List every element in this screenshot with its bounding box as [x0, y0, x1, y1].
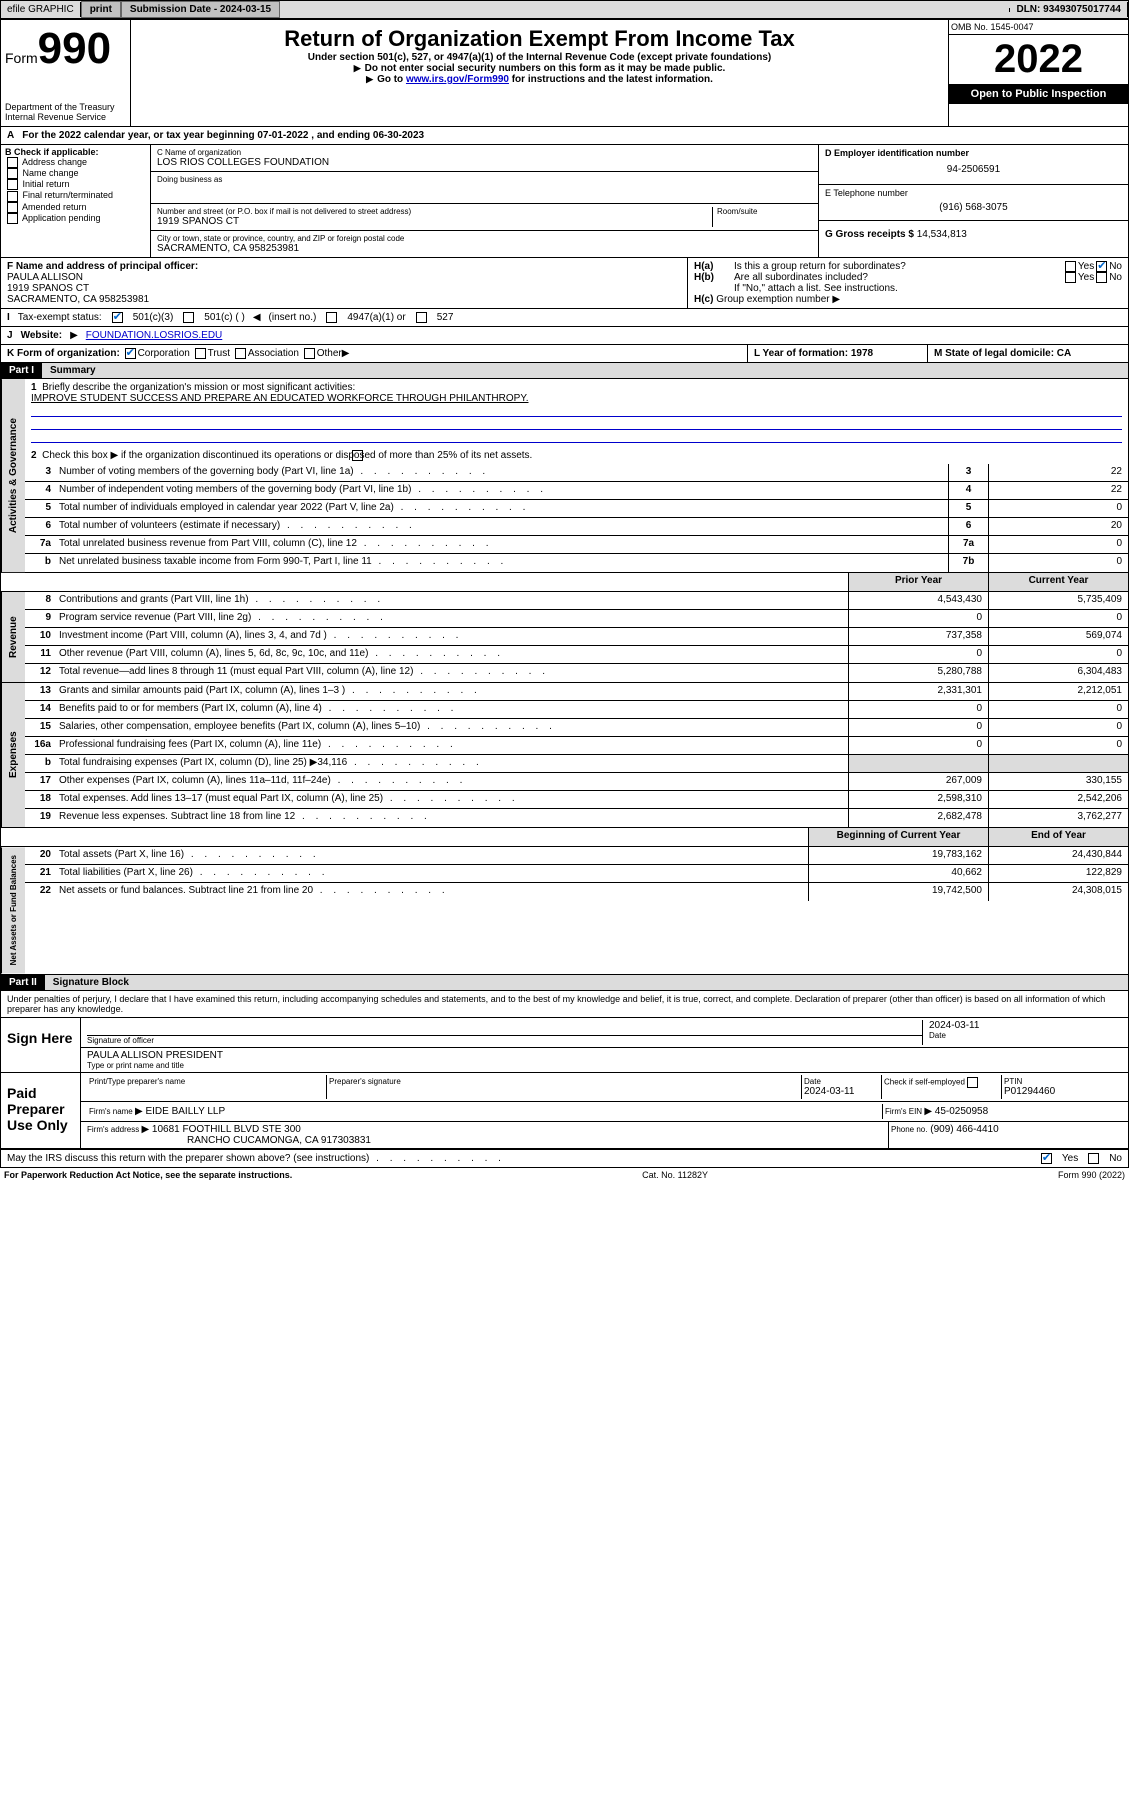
section-bcde: B Check if applicable: Address change Na…: [0, 145, 1129, 258]
row-a: AFor the 2022 calendar year, or tax year…: [0, 127, 1129, 145]
gross-receipts: 14,534,813: [917, 229, 967, 240]
part2-header: Part II: [1, 975, 45, 990]
tax-year: 2022: [949, 35, 1128, 84]
hb-no[interactable]: [1096, 272, 1107, 283]
hb-yes[interactable]: [1065, 272, 1076, 283]
form-header: Form990 Department of the Treasury Inter…: [0, 19, 1129, 127]
ha-yes[interactable]: [1065, 261, 1076, 272]
open-inspection: Open to Public Inspection: [949, 84, 1128, 104]
phone: (916) 568-3075: [825, 198, 1122, 217]
omb-number: OMB No. 1545-0047: [949, 20, 1128, 35]
efile-label: efile GRAPHIC: [1, 2, 81, 17]
ein: 94-2506591: [825, 158, 1122, 181]
dept-label: Department of the Treasury Internal Reve…: [5, 102, 126, 122]
print-button[interactable]: print: [81, 1, 121, 18]
discuss-yes[interactable]: [1041, 1153, 1052, 1164]
city: SACRAMENTO, CA 958253981: [157, 243, 812, 254]
submission-date: Submission Date - 2024-03-15: [121, 1, 280, 18]
form-title: Return of Organization Exempt From Incom…: [137, 26, 942, 52]
website-link[interactable]: FOUNDATION.LOSRIOS.EDU: [86, 330, 223, 341]
irs-link[interactable]: www.irs.gov/Form990: [406, 74, 509, 85]
topbar: efile GRAPHIC print Submission Date - 20…: [0, 0, 1129, 19]
street: 1919 SPANOS CT: [157, 216, 712, 227]
discuss-no[interactable]: [1088, 1153, 1099, 1164]
penalty-text: Under penalties of perjury, I declare th…: [0, 991, 1129, 1018]
part1-header: Part I: [1, 363, 42, 378]
ha-no[interactable]: [1096, 261, 1107, 272]
dln: DLN: 93493075017744: [1010, 2, 1128, 17]
officer-name: PAULA ALLISON PRESIDENT: [87, 1050, 1122, 1061]
corp-check[interactable]: [125, 348, 136, 359]
501c3-check[interactable]: [112, 312, 123, 323]
mission-text: IMPROVE STUDENT SUCCESS AND PREPARE AN E…: [31, 393, 1122, 404]
org-name: LOS RIOS COLLEGES FOUNDATION: [157, 157, 812, 168]
